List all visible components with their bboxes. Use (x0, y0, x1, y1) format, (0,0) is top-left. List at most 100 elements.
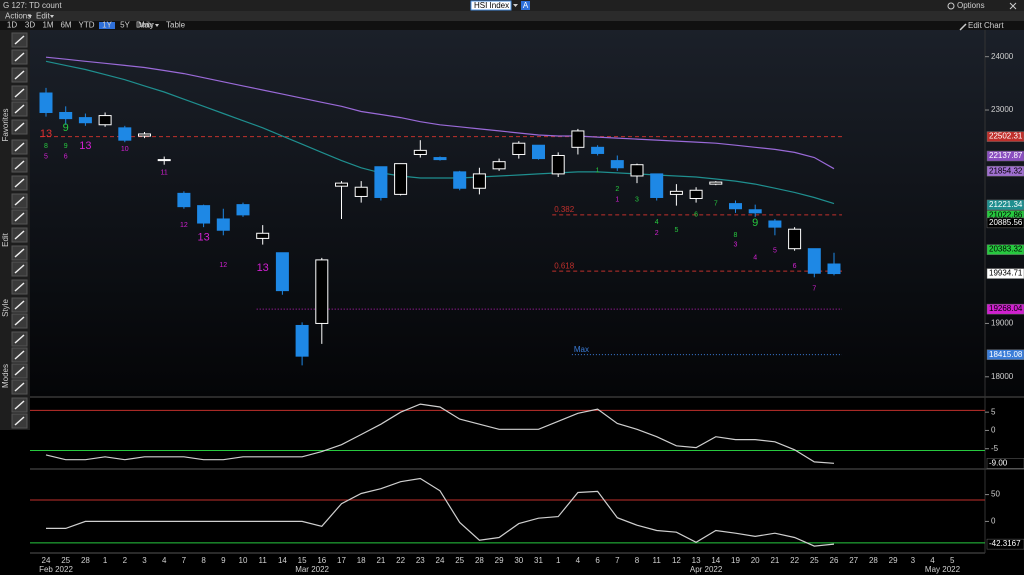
dropdown-arrow[interactable] (155, 24, 159, 27)
tool-icon[interactable] (14, 350, 25, 360)
candle-body (689, 189, 703, 199)
range-button[interactable]: 1D (7, 21, 17, 30)
range-button[interactable]: YTD (79, 21, 95, 30)
x-tick-label: 28 (869, 556, 878, 565)
dropdown-arrow[interactable] (28, 15, 32, 18)
candle-body (354, 186, 368, 197)
tool-icon[interactable] (14, 178, 25, 188)
frequency-button[interactable]: Daily (136, 21, 154, 30)
table-button[interactable]: Table (166, 21, 186, 30)
candle-body (197, 205, 211, 224)
candle-body (118, 127, 132, 141)
tool-icon[interactable] (14, 212, 25, 222)
td-count: 11 (161, 170, 168, 177)
td-count: 9 (64, 143, 68, 150)
level-label: 0.618 (554, 261, 575, 270)
x-tick-label: 14 (278, 556, 287, 565)
edit-chart-button[interactable]: Edit Chart (968, 21, 1004, 30)
td-count: 2 (655, 230, 659, 237)
x-tick-label: 25 (455, 556, 464, 565)
tool-icon[interactable] (14, 35, 25, 45)
tool-icon[interactable] (14, 400, 25, 410)
range-button[interactable]: 3D (25, 21, 35, 30)
candle-body (315, 259, 329, 324)
month-label: Feb 2022 (39, 565, 73, 574)
td-count: 13 (197, 231, 209, 243)
x-tick-label: 8 (201, 556, 206, 565)
indicator-line (45, 403, 835, 464)
tool-icon[interactable] (14, 282, 25, 292)
candle-body (177, 192, 191, 208)
tool-icon[interactable] (14, 52, 25, 62)
badge[interactable] (521, 1, 530, 10)
candle-body (748, 209, 762, 214)
candle-body (394, 163, 408, 195)
month-label: Mar 2022 (295, 565, 329, 574)
tool-icon[interactable] (14, 196, 25, 206)
tool-icon[interactable] (14, 316, 25, 326)
tool-icon[interactable] (14, 160, 25, 170)
td-count: 10 (121, 146, 129, 153)
tool-icon[interactable] (14, 230, 25, 240)
td-count: 8 (44, 143, 48, 150)
x-tick-label: 13 (692, 556, 701, 565)
menu-item[interactable]: Edit (36, 12, 51, 21)
y-tick-label: 23000 (991, 105, 1014, 114)
tool-icon[interactable] (14, 300, 25, 310)
range-button[interactable]: 1Y (102, 21, 112, 30)
price-tag-label: 20383.32 (989, 245, 1023, 254)
x-tick-label: 18 (357, 556, 366, 565)
candle-body (374, 166, 388, 198)
td-count: 1 (596, 168, 600, 175)
ticker-input[interactable] (470, 0, 512, 11)
tool-icon[interactable] (14, 248, 25, 258)
dropdown-arrow[interactable] (50, 15, 54, 18)
menu-item[interactable]: Actions (5, 12, 31, 21)
x-tick-label: 17 (337, 556, 346, 565)
td-count: 8 (734, 232, 738, 239)
tool-icon[interactable] (14, 142, 25, 152)
dropdown-arrow[interactable] (513, 4, 518, 7)
range-active[interactable] (99, 22, 115, 29)
candle-body (236, 204, 250, 216)
toolbar-section: Edit (1, 232, 10, 247)
x-tick-label: 3 (142, 556, 147, 565)
toolbar-section: Modes (1, 364, 10, 388)
price-tag-label: 21221.34 (989, 200, 1023, 209)
options-button[interactable]: Options (957, 1, 985, 10)
price-tag-label: 19268.04 (989, 304, 1023, 313)
tool-icon[interactable] (14, 382, 25, 392)
x-tick-label: 7 (615, 556, 620, 565)
gear-icon[interactable] (947, 2, 955, 10)
y-tick-label: 24000 (991, 52, 1014, 61)
x-tick-label: 23 (416, 556, 425, 565)
level-label: 0.382 (554, 205, 575, 214)
close-icon[interactable] (1009, 2, 1017, 10)
td-count: 2 (615, 186, 619, 193)
tool-icon[interactable] (14, 416, 25, 426)
candle-body (472, 173, 486, 189)
x-tick-label: 26 (830, 556, 839, 565)
badge-text[interactable]: A (523, 1, 529, 10)
month-label: May 2022 (925, 565, 961, 574)
pencil-icon[interactable] (959, 23, 967, 31)
range-button[interactable]: Max (138, 21, 153, 30)
tool-icon[interactable] (14, 122, 25, 132)
tool-icon[interactable] (14, 104, 25, 114)
ticker[interactable]: HSI Index (474, 1, 509, 10)
candle-body (138, 133, 151, 137)
tool-icon[interactable] (14, 70, 25, 80)
tool-icon[interactable] (14, 88, 25, 98)
x-tick-label: 24 (42, 556, 51, 565)
td-count: 3 (635, 196, 639, 203)
range-button[interactable]: 6M (60, 21, 71, 30)
tool-icon[interactable] (14, 334, 25, 344)
tool-icon[interactable] (14, 264, 25, 274)
x-tick-label: 19 (731, 556, 740, 565)
range-button[interactable]: 1M (42, 21, 53, 30)
range-button[interactable]: 5Y (120, 21, 130, 30)
x-tick-label: 1 (103, 556, 108, 565)
x-tick-label: 8 (635, 556, 640, 565)
tool-icon[interactable] (14, 366, 25, 376)
candle-body (669, 190, 683, 195)
